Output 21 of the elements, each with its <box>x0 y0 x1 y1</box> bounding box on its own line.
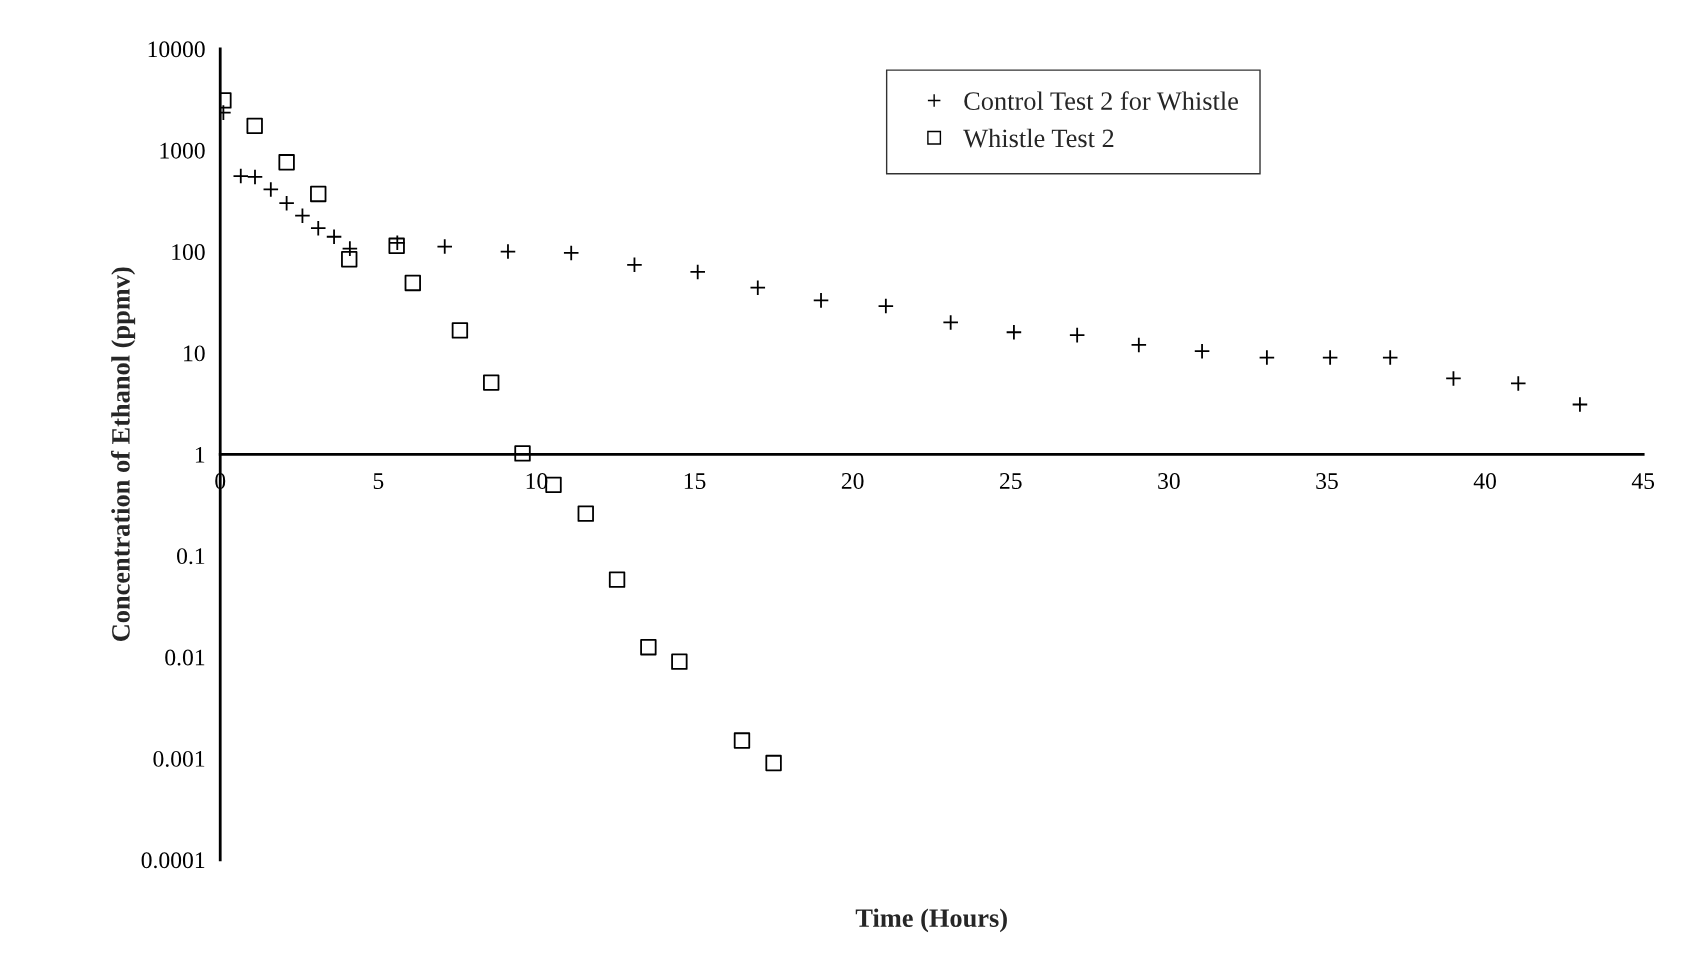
x-tick-label: 15 <box>684 473 706 489</box>
y-tick-label: 0.1 <box>177 548 205 565</box>
y-tick-label: 100 <box>172 244 205 260</box>
y-tick-label: 1000 <box>160 142 205 159</box>
y-tick-label: 10 <box>184 345 205 362</box>
x-axis-title: Time (Hours) <box>855 908 1007 933</box>
x-tick-label: 5 <box>373 473 384 489</box>
x-tick-label: 35 <box>1316 473 1338 489</box>
y-tick-label: 0.001 <box>153 750 205 767</box>
legend-label: Whistle Test 2 <box>963 128 1114 148</box>
y-tick-label: 0.01 <box>165 649 205 666</box>
y-tick-label: 10000 <box>148 41 205 58</box>
y-tick-label: 0.0001 <box>141 852 205 869</box>
y-axis-title: Concentration of Ethanol (ppmv) <box>110 267 136 642</box>
x-tick-label: 20 <box>841 473 864 489</box>
x-tick-label: 45 <box>1631 473 1655 489</box>
legend-label: Control Test 2 for Whistle <box>964 91 1238 111</box>
x-tick-label: 25 <box>999 473 1022 489</box>
y-tick-label: 1 <box>195 446 205 463</box>
x-tick-label: 30 <box>1158 473 1180 489</box>
x-tick-label: 40 <box>1473 473 1496 489</box>
